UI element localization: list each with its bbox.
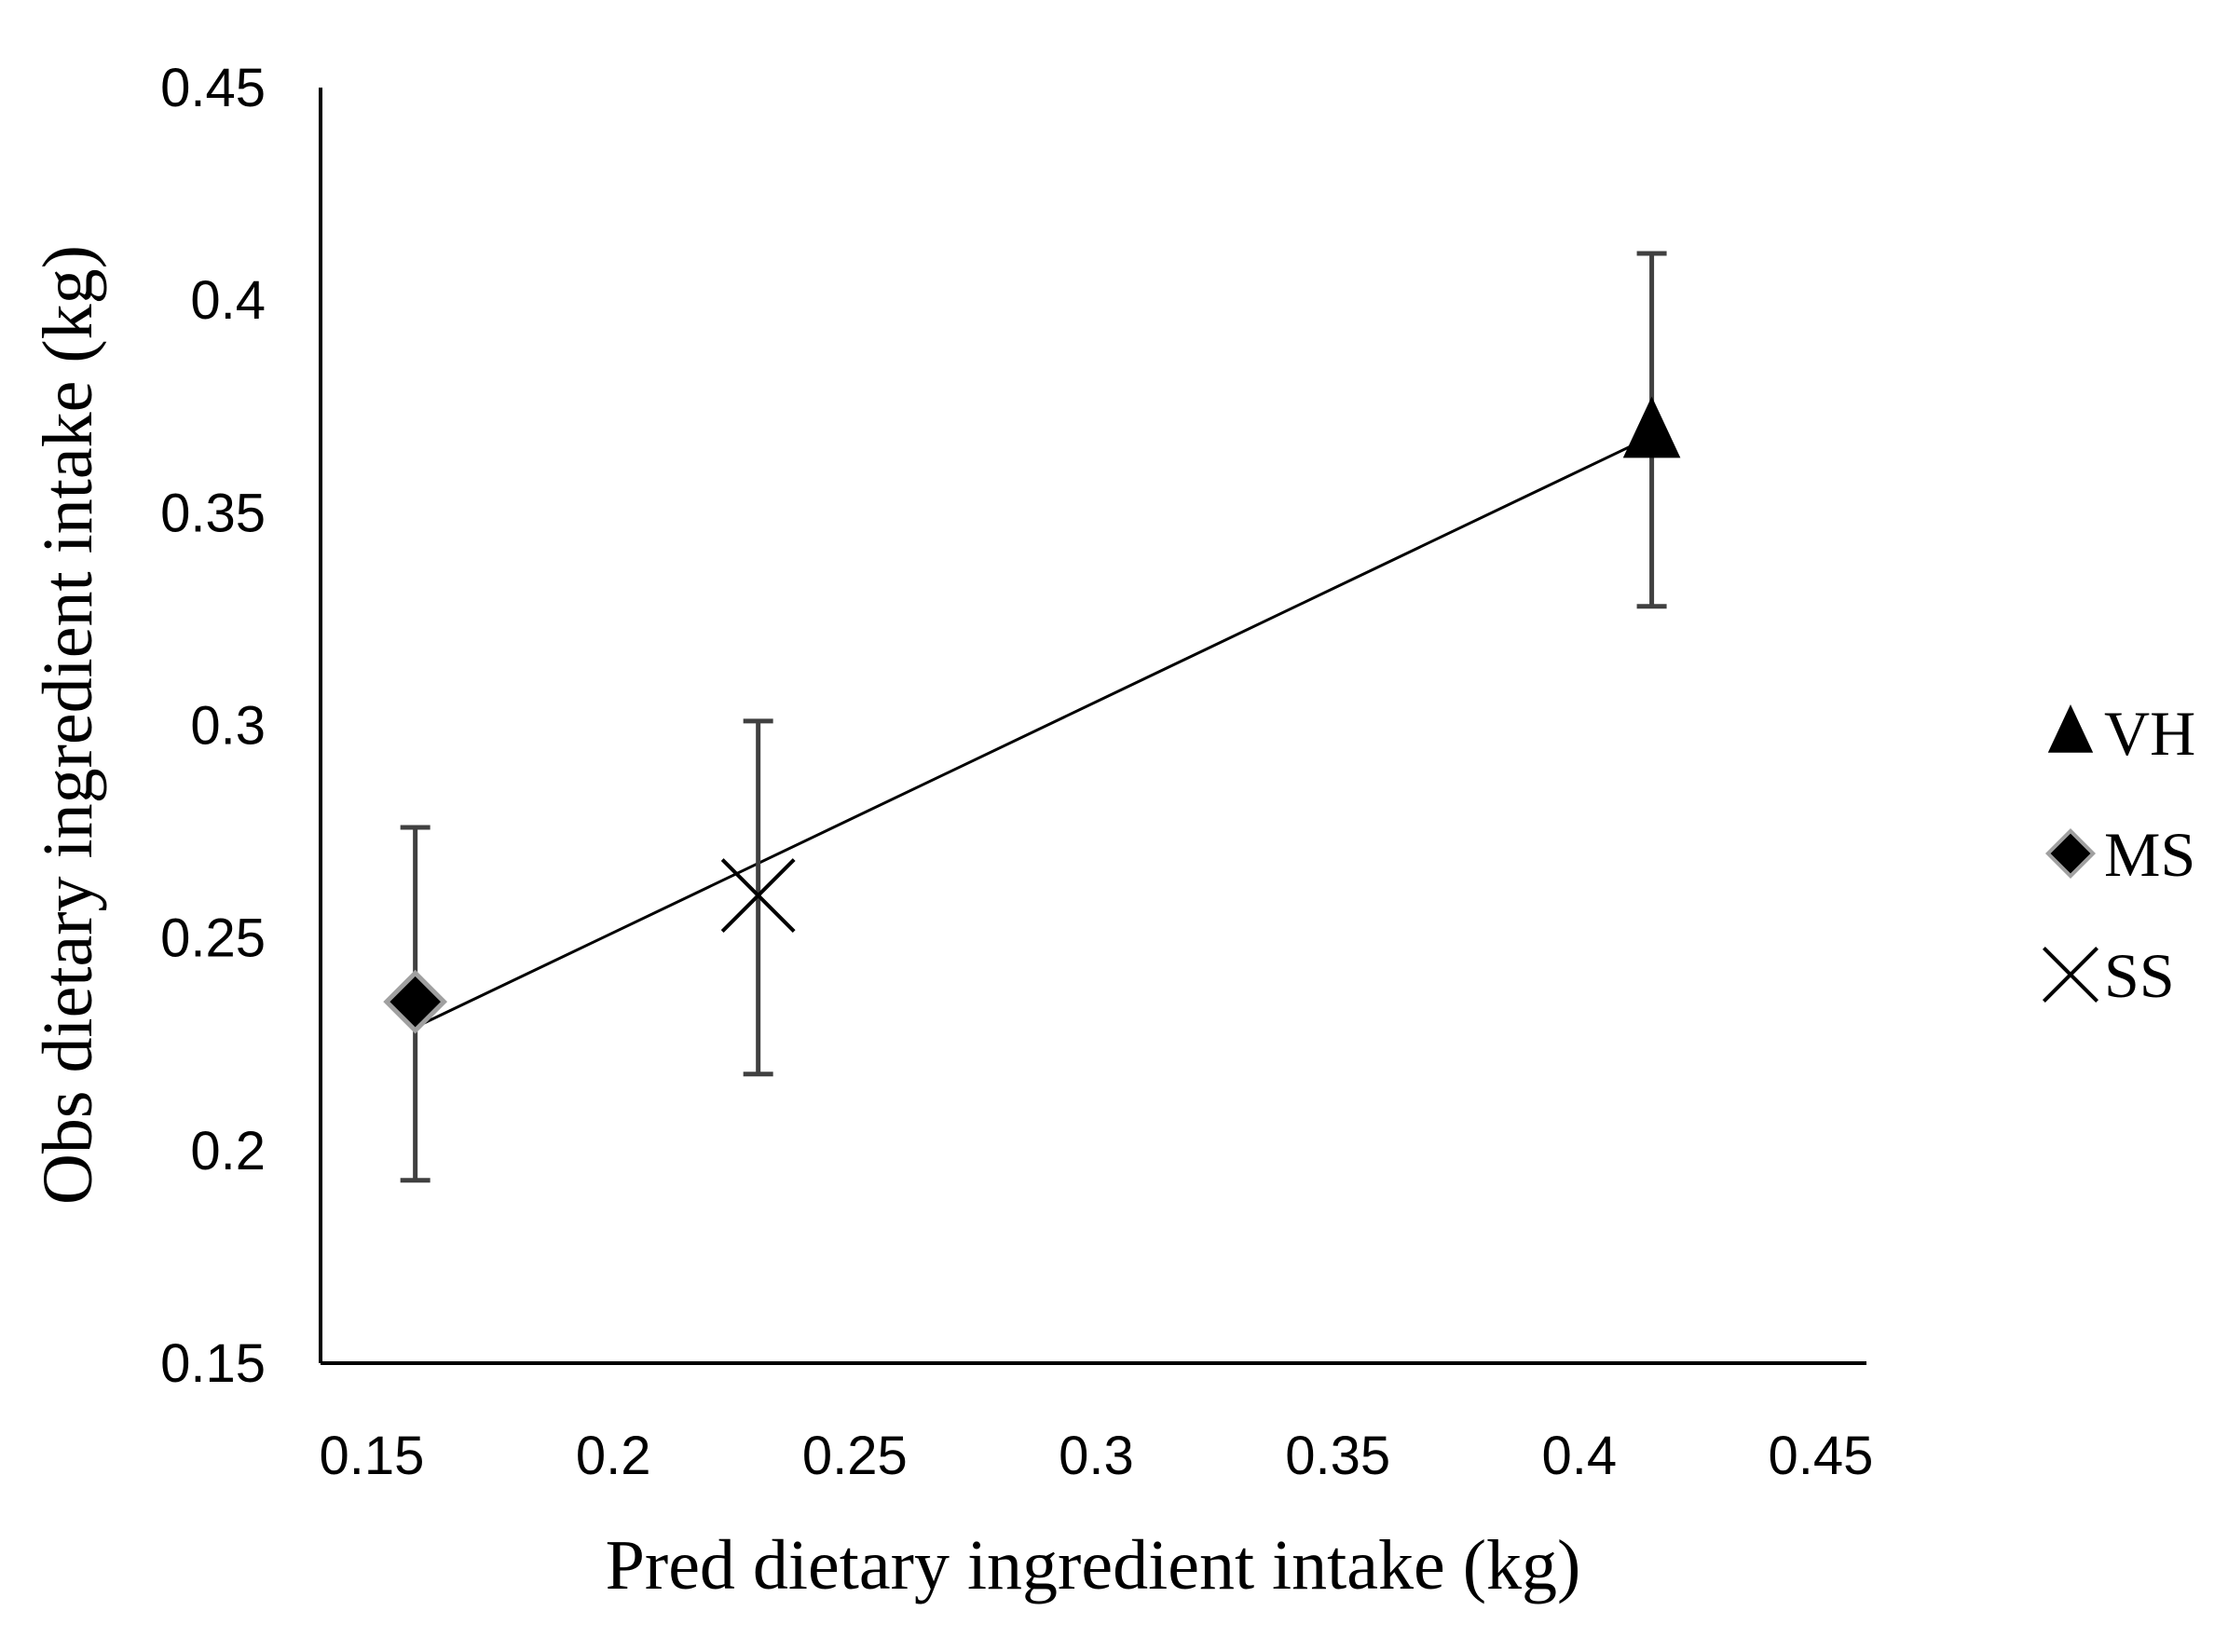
legend-label-ms: MS (2104, 819, 2195, 890)
y-tick-label: 0.45 (160, 58, 266, 118)
marker-vh (1622, 396, 1681, 458)
marker-ss (720, 858, 796, 933)
y-axis-title: Obs dietary ingredient intake (kg) (29, 245, 107, 1205)
legend-label-vh: VH (2104, 698, 2195, 769)
x-tick-labels: 0.15 0.2 0.25 0.3 0.35 0.4 0.45 (320, 1426, 1874, 1486)
x-tick-label: 0.3 (1059, 1426, 1134, 1486)
legend-label-ss: SS (2104, 940, 2175, 1011)
trendline-group (415, 434, 1653, 1029)
x-axis-title: Pred dietary ingredient intake (kg) (606, 1526, 1581, 1604)
x-tick-label: 0.35 (1285, 1426, 1390, 1486)
marker-ms (383, 969, 448, 1034)
axes (319, 88, 1866, 1365)
trendline (415, 434, 1653, 1029)
y-tick-label: 0.15 (160, 1333, 266, 1394)
markers-group (383, 396, 1681, 1034)
legend-marker-vh (2047, 703, 2094, 753)
y-tick-label: 0.4 (190, 270, 266, 331)
marker-ss-stroke-b (720, 858, 796, 933)
legend-marker-ms (2044, 827, 2097, 880)
x-tick-label: 0.25 (802, 1426, 908, 1486)
legend: VH MS SS (2042, 698, 2195, 1011)
y-tick-label: 0.2 (190, 1121, 266, 1181)
y-tick-label: 0.3 (190, 696, 266, 757)
y-tick-labels: 0.15 0.2 0.25 0.3 0.35 0.4 0.45 (160, 58, 266, 1394)
legend-item-vh: VH (2047, 698, 2195, 769)
legend-item-ss: SS (2042, 940, 2175, 1011)
legend-marker-ss (2042, 946, 2099, 1003)
legend-marker-ss-stroke-b (2042, 946, 2099, 1003)
y-tick-label: 0.25 (160, 908, 266, 969)
y-tick-label: 0.35 (160, 483, 266, 543)
legend-item-ms: MS (2044, 819, 2195, 890)
errorbars-group (400, 251, 1667, 1183)
x-tick-label: 0.2 (576, 1426, 651, 1486)
x-tick-label: 0.4 (1542, 1426, 1618, 1486)
x-tick-label: 0.15 (320, 1426, 425, 1486)
x-tick-label: 0.45 (1769, 1426, 1874, 1486)
